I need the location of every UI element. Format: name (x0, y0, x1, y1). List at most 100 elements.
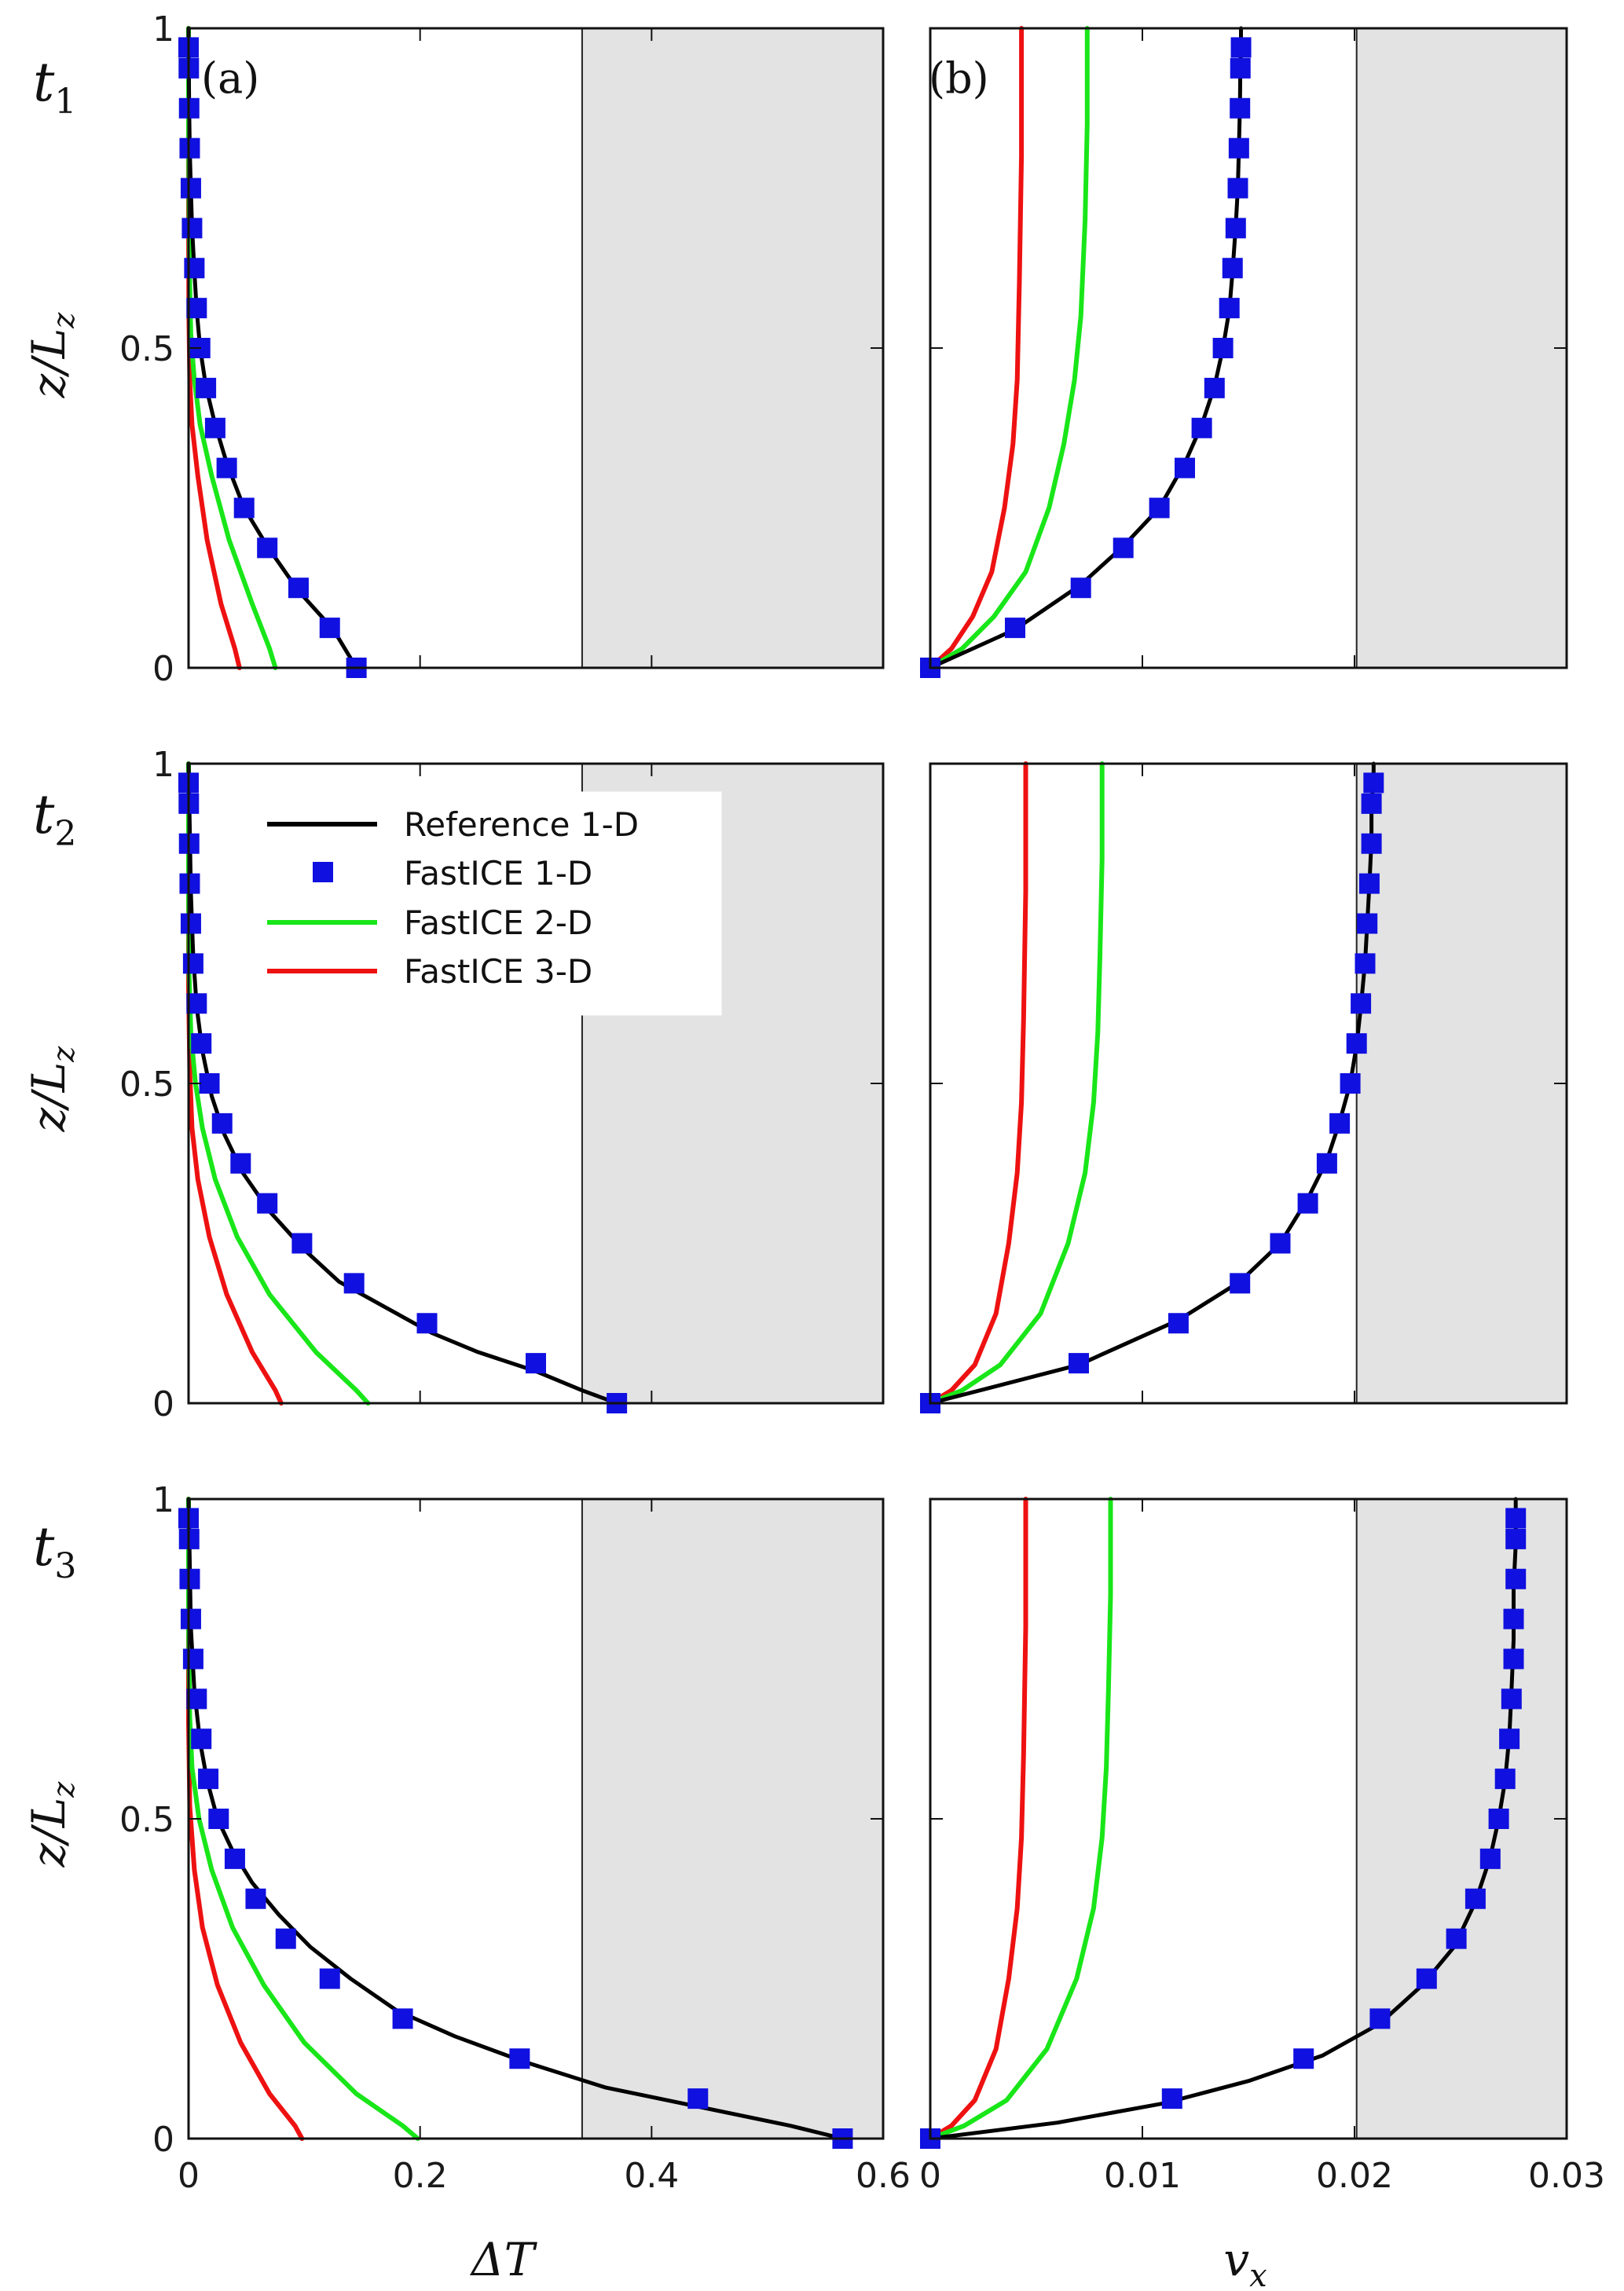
panel-t1-b (920, 26, 1568, 678)
data-point-fastice-1-d (288, 577, 309, 599)
data-point-fastice-1-d (1501, 1688, 1522, 1710)
data-point-fastice-1-d (1346, 1033, 1367, 1054)
ylabel-row3: z/Lz (22, 1781, 81, 1868)
data-point-fastice-1-d (416, 1313, 438, 1334)
data-point-fastice-1-d (687, 2088, 709, 2110)
shaded-region (1356, 1499, 1567, 2139)
data-point-fastice-1-d (1297, 1193, 1318, 1214)
data-point-fastice-1-d (182, 953, 203, 974)
series-line-fastice-3-d (928, 1497, 1028, 2141)
data-point-fastice-1-d (1446, 1928, 1467, 1949)
ylabel-row1: z/Lz (22, 312, 81, 399)
data-point-fastice-1-d (1503, 1608, 1524, 1629)
x-tick-label: 0 (178, 2156, 200, 2196)
x-tick-label: 0.02 (1316, 2156, 1393, 2196)
data-point-fastice-1-d (1270, 1233, 1291, 1254)
data-point-fastice-1-d (1329, 1113, 1351, 1134)
y-tick-label: 0 (152, 649, 174, 689)
series-line-fastice-2-d (928, 761, 1105, 1406)
series-line-fastice-3-d (928, 761, 1028, 1406)
data-point-fastice-1-d (191, 1033, 212, 1054)
data-point-fastice-1-d (291, 1233, 313, 1254)
legend-label-fastice-3d: FastICE 3-D (404, 952, 592, 991)
data-point-fastice-1-d (1358, 873, 1380, 894)
series-line-fastice-3-d (186, 1497, 305, 2141)
data-point-fastice-1-d (186, 993, 207, 1014)
y-tick-label: 0 (152, 1384, 174, 1424)
data-point-fastice-1-d (1361, 793, 1382, 814)
x-tick-label: 0.01 (1104, 2156, 1181, 2196)
data-point-fastice-1-d (1175, 457, 1195, 478)
series-line-fastice-2-d (928, 1497, 1113, 2141)
ylabel-row2: z/Lz (22, 1046, 81, 1133)
data-point-fastice-1-d (199, 1073, 220, 1094)
data-point-fastice-1-d (1113, 537, 1134, 559)
data-point-fastice-1-d (1499, 1728, 1520, 1750)
data-point-fastice-1-d (1005, 618, 1025, 639)
legend-swatch-fastice-1d (313, 862, 333, 882)
data-point-fastice-1-d (1351, 993, 1372, 1014)
data-point-fastice-1-d (184, 258, 205, 279)
x-tick-label: 0.6 (856, 2156, 911, 2196)
data-point-fastice-1-d (196, 377, 217, 398)
data-point-fastice-1-d (211, 1113, 233, 1134)
data-point-fastice-1-d (1204, 377, 1225, 398)
data-point-fastice-1-d (275, 1928, 296, 1949)
data-point-fastice-1-d (1191, 417, 1212, 438)
panel-t1-a: 00.51 (119, 9, 885, 689)
shaded-region (581, 1499, 883, 2139)
x-tick-label: 0.2 (393, 2156, 448, 2196)
data-point-fastice-1-d (1488, 1809, 1509, 1829)
data-point-fastice-1-d (1230, 97, 1251, 119)
data-point-fastice-1-d (230, 1153, 251, 1174)
data-point-fastice-1-d (1505, 1508, 1527, 1529)
data-point-fastice-1-d (509, 2048, 530, 2069)
data-point-fastice-1-d (1369, 2008, 1391, 2029)
legend-label-fastice-1d: FastICE 1-D (404, 854, 592, 893)
panel-label-b: (b) (929, 53, 989, 103)
data-point-fastice-1-d (1230, 37, 1252, 58)
legend: Reference 1-D FastICE 1-D FastICE 2-D Fa… (249, 791, 722, 1016)
data-point-fastice-1-d (1361, 833, 1382, 854)
data-point-fastice-1-d (181, 218, 203, 239)
y-tick-label: 1 (152, 1480, 174, 1520)
xlabel-vx: vx (1223, 2233, 1267, 2291)
data-point-fastice-1-d (180, 1608, 201, 1629)
data-point-fastice-1-d (1363, 772, 1384, 794)
shaded-region (1356, 28, 1567, 668)
data-point-fastice-1-d (392, 2008, 413, 2029)
data-point-fastice-1-d (1222, 258, 1243, 279)
data-point-fastice-1-d (233, 497, 255, 519)
data-point-fastice-1-d (1212, 338, 1234, 358)
data-point-fastice-1-d (1227, 178, 1248, 199)
data-point-fastice-1-d (343, 1273, 365, 1294)
data-point-fastice-1-d (1230, 1273, 1251, 1294)
data-point-fastice-1-d (1505, 1568, 1527, 1589)
data-point-fastice-1-d (1357, 913, 1378, 934)
y-tick-label: 0.5 (119, 1065, 174, 1105)
row-label-t2: t2 (33, 784, 76, 854)
xlabel-delta-t: ΔT (470, 2233, 538, 2286)
y-tick-label: 1 (152, 9, 174, 49)
data-point-fastice-1-d (1149, 497, 1170, 519)
panel-t2-b (920, 761, 1568, 1413)
shaded-region (581, 28, 883, 668)
x-tick-label: 0.03 (1528, 2156, 1605, 2196)
data-point-fastice-1-d (1161, 2088, 1182, 2110)
data-point-fastice-1-d (186, 298, 207, 319)
row-label-t1: t1 (33, 52, 76, 122)
data-point-fastice-1-d (180, 913, 201, 934)
data-point-fastice-1-d (204, 417, 225, 438)
data-point-fastice-1-d (1465, 1888, 1486, 1909)
data-point-fastice-1-d (186, 1688, 207, 1710)
panel-label-a: (a) (201, 53, 259, 103)
series-line-reference-1-d (186, 761, 619, 1406)
y-tick-label: 0 (152, 2120, 174, 2160)
data-point-fastice-1-d (245, 1888, 266, 1909)
data-point-fastice-1-d (224, 1848, 245, 1869)
data-point-fastice-1-d (1168, 1313, 1189, 1334)
data-point-fastice-1-d (1219, 298, 1240, 319)
data-point-fastice-1-d (1340, 1073, 1361, 1094)
panel-t3-a: 0 0.5 1 0 0.2 0.4 0.6 (119, 1480, 911, 2196)
data-point-fastice-1-d (1316, 1153, 1337, 1174)
